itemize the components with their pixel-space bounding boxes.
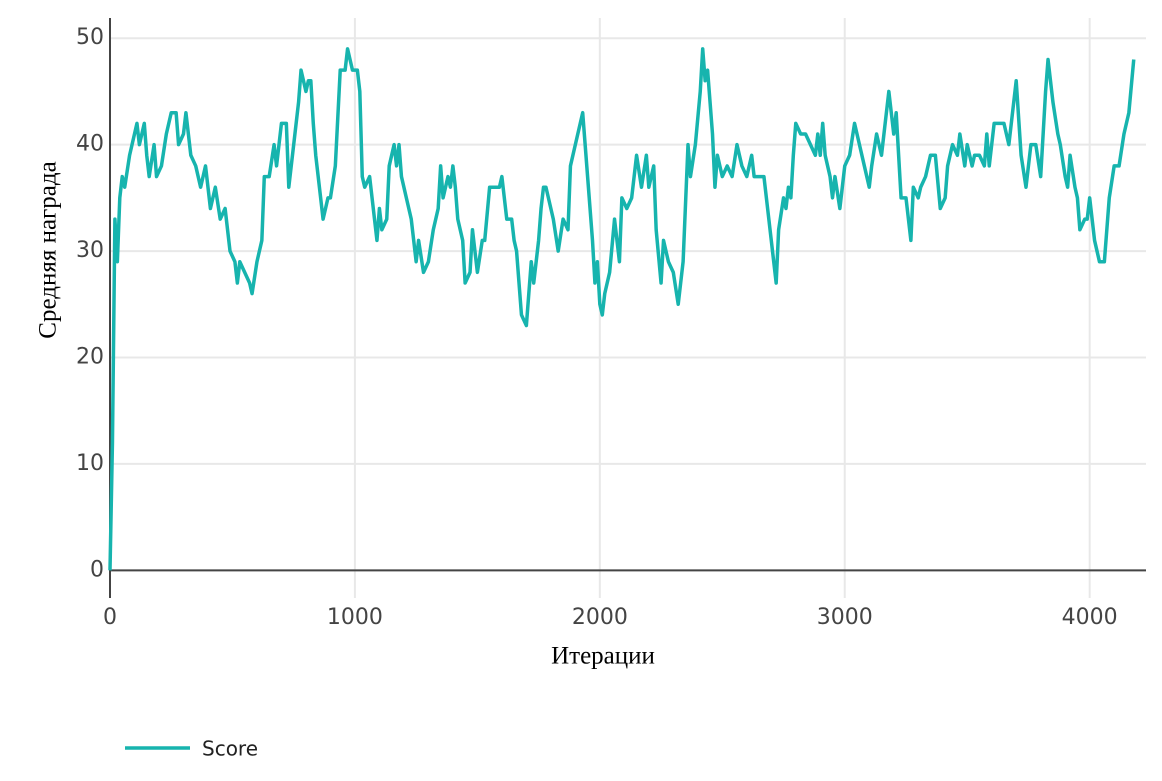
x-tick-label: 2000 [572, 605, 628, 630]
y-tick-label: 30 [76, 238, 104, 263]
x-tick-label: 0 [103, 605, 117, 630]
y-axis-title: Средняя награда [35, 161, 62, 338]
y-tick-label: 40 [76, 132, 104, 157]
y-tick-label: 20 [76, 344, 104, 369]
data-line [108, 47, 1136, 571]
legend-label: Score [202, 737, 258, 761]
x-axis-title: Итерации [551, 643, 655, 670]
y-tick-label: 50 [76, 25, 104, 50]
x-tick-label: 4000 [1062, 605, 1118, 630]
y-tick-label: 10 [76, 451, 104, 476]
x-tick-label: 1000 [327, 605, 383, 630]
y-tick-label: 0 [90, 557, 104, 582]
x-tick-label: 3000 [817, 605, 873, 630]
